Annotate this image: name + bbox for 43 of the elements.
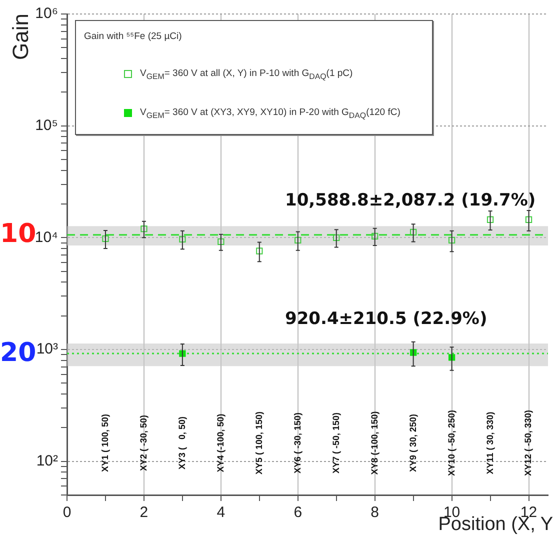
point [256,248,263,254]
x-tick-label: 2 [140,504,148,522]
point [179,236,186,242]
point [333,234,340,241]
legend-label: V$_{GEM}$= 360 V at all (X, Y) in P-10 with G$_{DAQ}$(1 pC) [140,68,353,81]
annotation: XY6 ( -30, 150) [292,412,302,474]
annotation: XY7 ( -50, 150) [330,412,341,474]
annotation: XY2 ( -30, 50) [138,414,148,472]
point [448,236,456,244]
y-tick-label: 10⁶ [35,5,58,22]
point [218,238,224,246]
y-tick-label: 10⁵ [35,116,58,134]
point [410,228,417,236]
x-tick-label: 8 [370,504,380,522]
annotation: XY9 ( 30, 250) [408,414,418,472]
y-tick-label: 10² [36,452,58,470]
annotation: XY12 ( -50, 330) [523,410,534,476]
legend-title: Gain with ⁵⁵Fe (25 µCi) [84,31,183,42]
point [140,225,148,232]
x-tick-label: 6 [294,504,302,522]
annotation: XY10 ( -50, 250) [446,410,456,476]
y-tick-label: 10⁴ [34,228,58,246]
legend: Gain with ⁵⁵Fe (25 µCi) V$_{GEM}$= 360 V at all (X, Y) in P-10 with G$_{DAQ}$(1 pC) V$_{GEM}$= 360 V at (XY3, XY9, XY10) in P-20 with G$_{DAQ}$(120 fC) [75,20,433,135]
legend-label: V$_{GEM}$= 360 V at (XY3, XY9, XY10) in P-20 with G$_{DAQ}$(120 fC) [140,106,400,120]
y-tick-label: 10³ [36,340,58,358]
point [372,232,378,240]
annotation: 10,588.8±2,087.2 (19.7%) [285,190,536,210]
annotation: XY3 ( 0, 50) [176,416,187,470]
point [525,216,532,223]
annotation: XY4 (-100, 50) [215,414,226,472]
annotation: XY5 ( 100, 150) [254,411,264,475]
point [294,236,302,244]
x-tick-label: 4 [216,504,226,522]
annotation: XY1 ( 100, 50) [100,414,110,472]
point [102,235,109,242]
annotation: XY11 ( 30, 330) [484,412,495,474]
annotation: XY8 (-100, 150) [369,411,380,475]
point [486,216,494,223]
annotation: 920.4±210.5 (22.9%) [285,308,488,329]
x-tick-label: 0 [62,504,72,522]
text: 10 [0,218,36,249]
y-axis-title: Gain [8,14,34,60]
text: 20 [0,338,36,368]
